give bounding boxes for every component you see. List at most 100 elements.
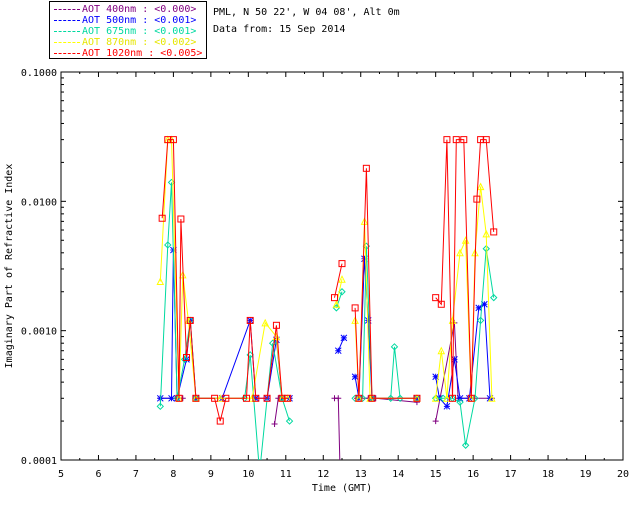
x-tick-label: 20 — [617, 469, 629, 480]
diamond-marker — [351, 394, 359, 402]
x-tick-label: 16 — [467, 469, 479, 480]
legend-swatch — [54, 52, 80, 54]
diamond-marker — [476, 316, 485, 325]
asterisk-marker — [183, 356, 190, 363]
triangle-marker — [476, 182, 485, 191]
asterisk-marker — [451, 356, 458, 363]
square-marker — [362, 164, 370, 172]
square-marker — [183, 354, 191, 362]
station-info: PML, N 50 22', W 04 08', Alt 0m — [213, 7, 400, 18]
triangle-marker — [178, 270, 187, 279]
triangle-marker — [482, 229, 491, 238]
y-axis-title: Imaginary Part of Refractive Index — [4, 164, 15, 369]
diamond-marker — [338, 288, 346, 296]
series-line — [435, 248, 495, 446]
square-marker — [467, 394, 475, 402]
plus-marker — [432, 418, 439, 425]
series-4 — [158, 136, 498, 425]
diamond-marker — [180, 355, 189, 364]
asterisk-marker — [413, 394, 421, 402]
square-marker — [175, 394, 183, 402]
diamond-marker — [471, 394, 479, 402]
square-marker — [338, 260, 346, 268]
square-marker — [284, 394, 292, 402]
triangle-marker — [248, 394, 256, 402]
legend-entry: AOT 1020nm : <0.005> — [54, 48, 202, 59]
series-2 — [156, 178, 498, 460]
square-marker — [355, 394, 363, 402]
diamond-marker — [167, 178, 176, 187]
triangle-marker — [488, 394, 496, 402]
diamond-marker — [164, 241, 172, 249]
diamond-marker — [156, 402, 164, 411]
legend-label: AOT 675nm : <0.001> — [82, 26, 197, 37]
series-line — [334, 263, 343, 298]
triangle-marker — [332, 300, 341, 308]
x-tick-label: 9 — [208, 469, 214, 480]
legend-swatch — [54, 8, 80, 10]
triangle-marker — [443, 394, 451, 402]
x-axis-title: Time (GMT) — [312, 483, 372, 494]
square-marker — [437, 300, 445, 308]
x-tick-label: 11 — [280, 469, 292, 480]
triangle-marker — [261, 318, 270, 327]
square-marker — [452, 136, 460, 144]
y-tick-label: 0.1000 — [21, 68, 57, 79]
square-marker — [490, 228, 498, 236]
diamond-marker — [358, 394, 367, 402]
asterisk-marker — [456, 394, 464, 402]
square-marker — [169, 136, 177, 144]
square-marker — [177, 215, 185, 223]
square-marker — [413, 394, 421, 402]
legend-swatch — [54, 19, 80, 21]
triangle-marker — [437, 346, 446, 355]
diamond-marker — [461, 441, 470, 449]
square-marker — [263, 394, 271, 402]
plus-marker — [335, 395, 342, 402]
series-layer — [156, 135, 498, 460]
x-tick-label: 10 — [242, 469, 254, 480]
asterisk-marker — [351, 373, 359, 381]
legend-label: AOT 500nm : <0.001> — [82, 15, 197, 26]
x-tick-label: 5 — [58, 469, 64, 480]
diamond-marker — [396, 394, 404, 402]
square-marker — [331, 294, 339, 302]
legend-entry: AOT 675nm : <0.001> — [54, 26, 196, 37]
square-marker — [482, 136, 490, 144]
square-marker — [443, 136, 451, 144]
x-tick-label: 15 — [430, 469, 442, 480]
triangle-marker — [338, 275, 346, 283]
legend-swatch — [54, 41, 80, 43]
series-line — [334, 397, 341, 460]
legend-label: AOT 400nm : <0.000> — [82, 4, 197, 15]
legend-entry: AOT 870nm : <0.002> — [54, 37, 196, 48]
legend-swatch — [54, 30, 80, 32]
data-date: Data from: 15 Sep 2014 — [213, 24, 346, 35]
x-tick-label: 17 — [505, 469, 517, 480]
square-marker — [246, 316, 254, 324]
series-line — [435, 186, 493, 399]
series-line — [435, 303, 491, 408]
diamond-marker — [482, 245, 490, 253]
triangle-marker — [431, 394, 440, 402]
square-marker — [473, 195, 481, 203]
y-tick-label: 0.0100 — [21, 197, 57, 208]
legend: AOT 400nm : <0.000> AOT 500nm : <0.001> AO… — [49, 1, 207, 59]
axis-ticks: 5 6 7 8 9 10 11 12 13 14 15 16 17 18 19 20 0.0001 0.0010 0… — [21, 68, 629, 480]
diamond-marker — [390, 343, 399, 351]
square-marker — [351, 304, 359, 312]
square-marker — [460, 136, 468, 144]
asterisk-marker — [443, 402, 451, 410]
y-tick-label: 0.0001 — [21, 456, 57, 467]
diamond-marker — [285, 417, 294, 425]
diamond-marker — [490, 293, 498, 302]
legend-entry: AOT 500nm : <0.001> — [54, 15, 196, 26]
square-marker — [252, 394, 260, 402]
asterisk-marker — [475, 304, 483, 312]
square-marker — [368, 394, 376, 402]
x-tick-label: 12 — [317, 469, 329, 480]
legend-entry: AOT 400nm : <0.000> — [54, 4, 196, 15]
square-marker — [272, 321, 280, 329]
square-marker — [211, 394, 219, 402]
triangle-marker — [156, 277, 165, 285]
